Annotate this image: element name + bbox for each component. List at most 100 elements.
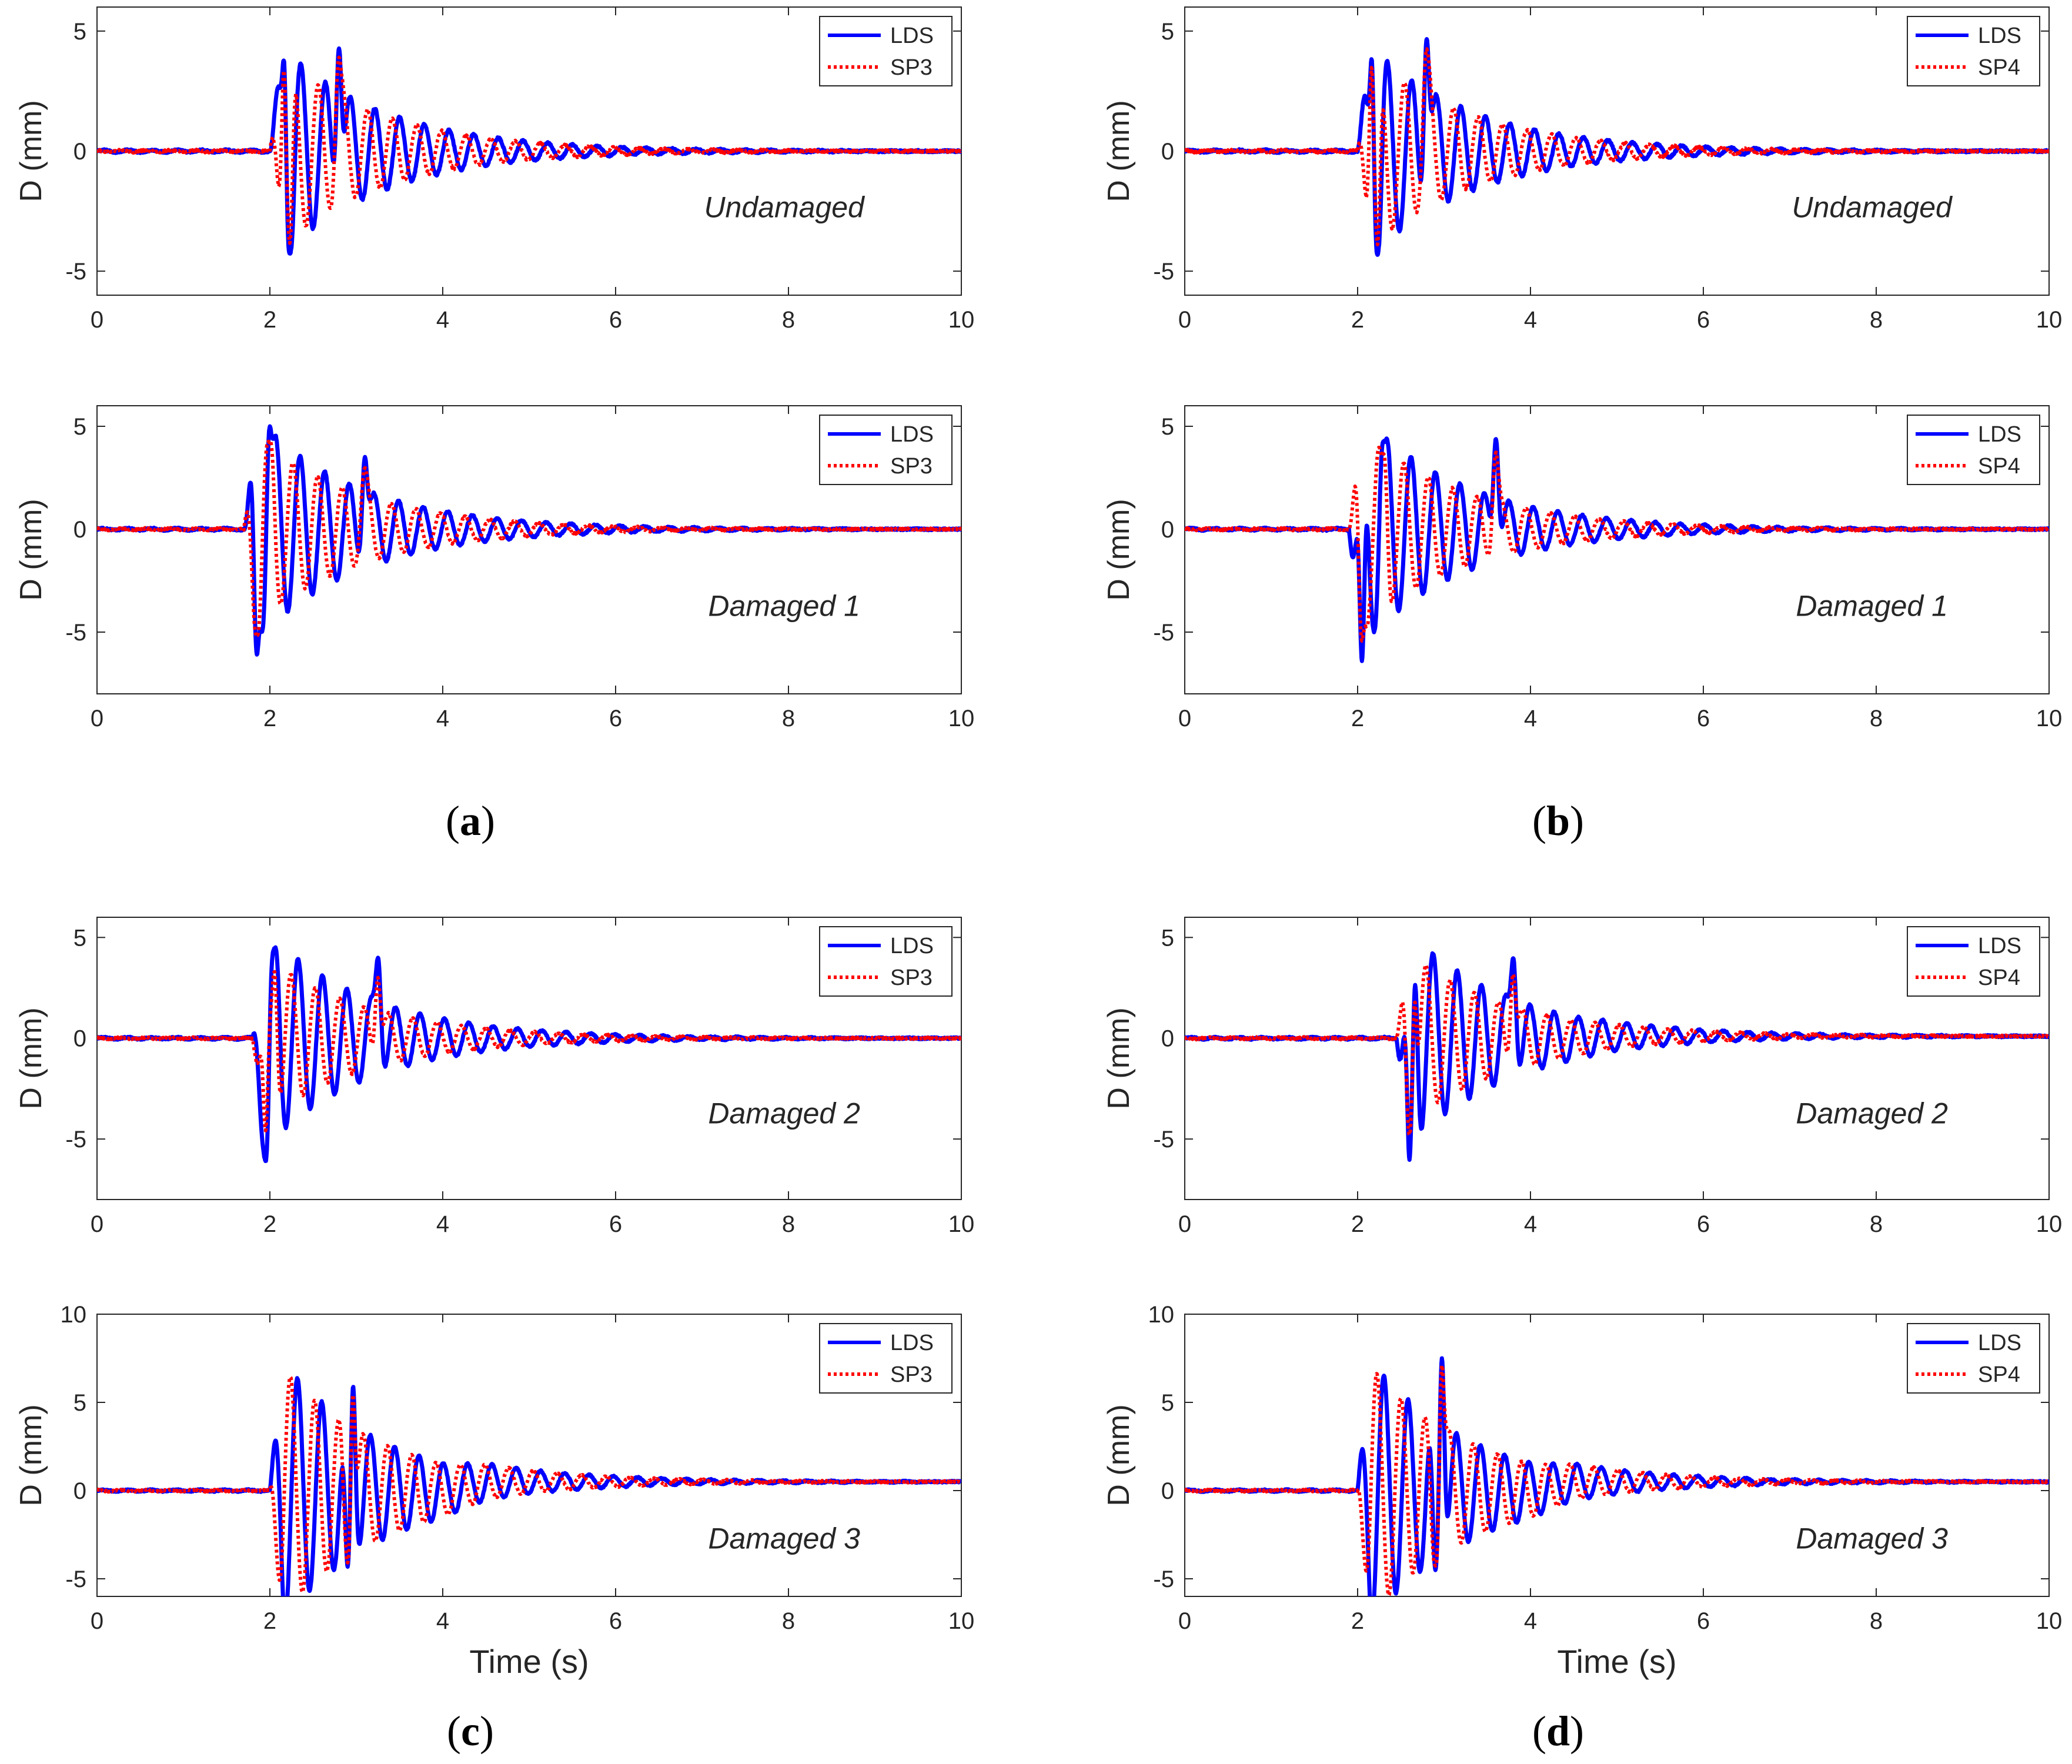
x-tick-label: 10 xyxy=(948,1211,975,1237)
legend-label-lds: LDS xyxy=(890,24,934,48)
y-tick-label: 0 xyxy=(73,1026,86,1052)
legend: LDS SP3 xyxy=(819,415,953,485)
panel-label-c: (c) xyxy=(447,1708,494,1755)
x-tick-label: 10 xyxy=(2036,307,2063,333)
chart-c1: 0 2 4 6 8 10 -5 0 5 D (mm) Damaged 2 LDS SP3 xyxy=(14,917,974,1237)
series-sp4 xyxy=(1185,446,2049,643)
annotation: Damaged 1 xyxy=(1796,590,1948,623)
x-tick-label: 4 xyxy=(436,706,449,731)
y-tick-label: -5 xyxy=(65,620,86,646)
legend-label-sp3: SP3 xyxy=(890,1362,933,1387)
x-tick-label: 6 xyxy=(1697,307,1710,333)
y-tick-label: 0 xyxy=(1161,1478,1174,1504)
y-axis-label: D (mm) xyxy=(1102,499,1136,600)
annotation: Damaged 1 xyxy=(708,590,860,623)
legend-label-sp3: SP3 xyxy=(890,55,933,80)
y-tick-label: 5 xyxy=(73,1390,86,1416)
axes-box xyxy=(96,1314,962,1597)
x-tick-label: 2 xyxy=(1351,1211,1364,1237)
y-tick-label: -5 xyxy=(1153,620,1174,646)
legend: LDS SP3 xyxy=(819,16,953,86)
y-tick-label: 10 xyxy=(61,1302,87,1328)
legend-label-lds: LDS xyxy=(1978,1331,2021,1355)
series-sp4 xyxy=(1185,963,2049,1137)
x-tick-label: 8 xyxy=(782,307,795,333)
x-tick-label: 0 xyxy=(91,307,103,333)
x-tick-label: 10 xyxy=(2036,706,2063,731)
annotation: Damaged 3 xyxy=(708,1522,860,1555)
x-tick-label: 10 xyxy=(2036,1211,2063,1237)
panel-label-b: (b) xyxy=(1532,797,1584,844)
y-axis-label: D (mm) xyxy=(1102,1404,1136,1506)
x-tick-label: 10 xyxy=(948,307,975,333)
panel-label-a: (a) xyxy=(446,797,495,844)
x-tick-label: 8 xyxy=(1870,1211,1883,1237)
legend-label-lds: LDS xyxy=(1978,24,2021,48)
annotation: Damaged 2 xyxy=(708,1097,860,1130)
y-tick-label: 5 xyxy=(1161,19,1174,45)
legend-label-lds: LDS xyxy=(1978,934,2021,958)
series-sp4 xyxy=(1185,47,2049,246)
y-tick-label: 5 xyxy=(73,19,86,45)
plot-area xyxy=(97,945,961,1163)
y-tick-label: 0 xyxy=(73,139,86,165)
x-tick-label: 10 xyxy=(948,706,975,731)
x-tick-label: 8 xyxy=(1870,307,1883,333)
y-tick-label: -5 xyxy=(65,259,86,285)
y-tick-label: 5 xyxy=(1161,414,1174,440)
legend: LDS SP3 xyxy=(819,926,953,997)
x-tick-label: 4 xyxy=(436,1211,449,1237)
y-axis-label: D (mm) xyxy=(1102,100,1136,202)
series-sp3 xyxy=(97,1375,961,1595)
legend: LDS SP4 xyxy=(1907,415,2040,485)
chart-a2: 0 2 4 6 8 10 -5 0 5 D (mm) Damaged 1 LDS SP3 xyxy=(14,405,975,731)
x-tick-label: 4 xyxy=(436,307,449,333)
x-tick-label: 2 xyxy=(1351,307,1364,333)
x-tick-label: 0 xyxy=(91,1608,103,1634)
series-sp3 xyxy=(97,439,961,639)
x-tick-label: 0 xyxy=(91,1211,103,1237)
y-tick-label: -5 xyxy=(1153,1566,1174,1592)
y-axis-label: D (mm) xyxy=(1102,1007,1136,1109)
legend-box xyxy=(819,926,953,997)
x-tick-label: 2 xyxy=(1351,1608,1364,1634)
x-tick-label: 4 xyxy=(1524,1211,1537,1237)
x-tick-label: 0 xyxy=(1178,307,1191,333)
legend-box xyxy=(1907,16,2040,86)
x-tick-label: 6 xyxy=(609,307,622,333)
x-tick-label: 6 xyxy=(1697,706,1710,731)
x-tick-label: 8 xyxy=(782,1211,795,1237)
chart-b2: 0 2 4 6 8 10 -5 0 5 D (mm) Damaged 1 LDS SP4 xyxy=(1102,405,2063,731)
x-tick-label: 6 xyxy=(1697,1211,1710,1237)
y-axis-label: D (mm) xyxy=(14,1007,48,1109)
legend-label-lds: LDS xyxy=(890,422,934,447)
y-tick-label: 5 xyxy=(73,925,86,951)
legend-label-sp4: SP4 xyxy=(1978,454,2020,479)
x-tick-label: 2 xyxy=(263,706,276,731)
y-tick-label: 0 xyxy=(73,517,86,543)
legend-label-lds: LDS xyxy=(890,934,934,958)
annotation: Undamaged xyxy=(1792,191,1953,224)
series-sp4 xyxy=(1185,1363,2049,1596)
x-tick-label: 4 xyxy=(1524,1608,1537,1634)
legend-label-lds: LDS xyxy=(890,1331,934,1355)
legend-label-sp4: SP4 xyxy=(1978,1362,2020,1387)
x-tick-label: 10 xyxy=(2036,1608,2063,1634)
x-tick-label: 2 xyxy=(263,1608,276,1634)
y-tick-label: -5 xyxy=(65,1127,86,1152)
axes-box xyxy=(1184,405,2050,694)
legend-label-lds: LDS xyxy=(1978,422,2021,447)
x-tick-label: 8 xyxy=(782,1608,795,1634)
legend: LDS SP4 xyxy=(1907,16,2040,86)
x-tick-label: 2 xyxy=(263,1211,276,1237)
legend-box xyxy=(819,16,953,86)
legend-label-sp4: SP4 xyxy=(1978,965,2020,990)
x-axis-label: Time (s) xyxy=(469,1643,589,1680)
legend-box xyxy=(1907,415,2040,485)
y-tick-label: -5 xyxy=(1153,1127,1174,1152)
y-tick-label: 5 xyxy=(1161,1390,1174,1416)
